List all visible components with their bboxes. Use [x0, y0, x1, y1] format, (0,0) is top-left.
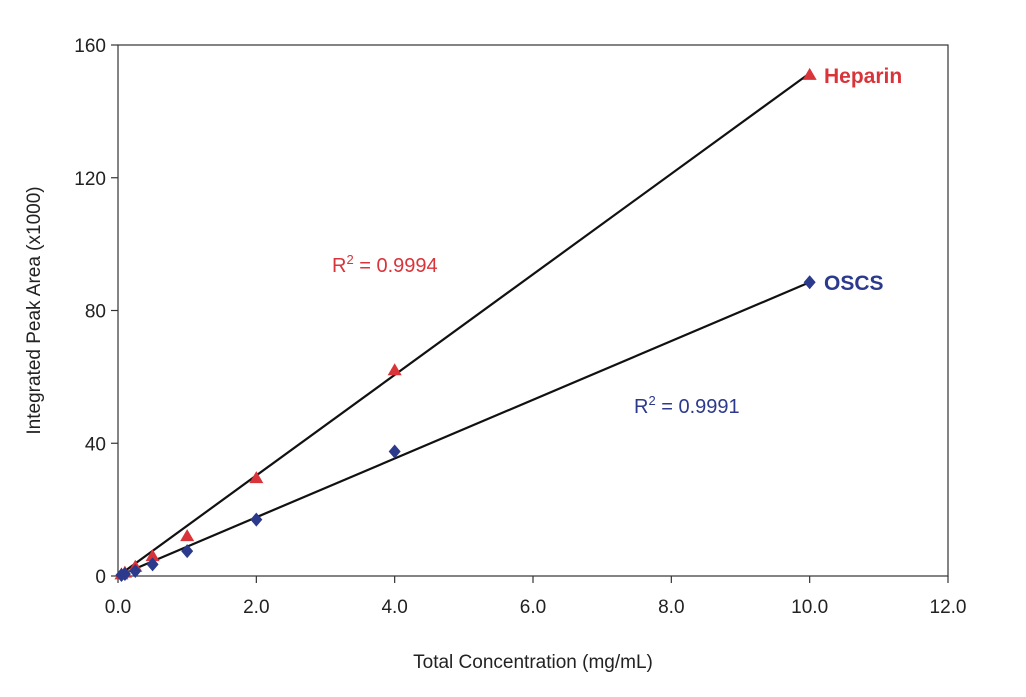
- trendlines: [118, 73, 810, 576]
- x-tick-label: 12.0: [930, 597, 967, 618]
- x-tick-label: 0.0: [105, 597, 131, 618]
- trendline-heparin: [118, 73, 810, 576]
- x-tick-label: 6.0: [520, 597, 546, 618]
- r2-value: = 0.9991: [656, 396, 740, 418]
- axes: [118, 45, 948, 576]
- r2-annotation-oscs: R2 = 0.9991: [634, 393, 740, 418]
- y-tick-label: 120: [74, 169, 106, 190]
- r2-annotation-heparin: R2 = 0.9994: [332, 252, 438, 277]
- r2-value: = 0.9994: [354, 255, 438, 277]
- r2-superscript: 2: [346, 252, 353, 267]
- x-tick-label: 4.0: [381, 597, 407, 618]
- x-tick-label: 10.0: [791, 597, 828, 618]
- r2-symbol: R: [634, 396, 648, 418]
- x-tick-label: 2.0: [243, 597, 269, 618]
- r2-symbol: R: [332, 255, 346, 277]
- data-point-oscs: [181, 544, 193, 558]
- data-point-heparin: [388, 363, 402, 375]
- y-tick-label: 40: [85, 434, 106, 455]
- x-tick-label: 8.0: [658, 597, 684, 618]
- y-axis-title: Integrated Peak Area (x1000): [24, 186, 45, 434]
- plot-area-frame: [118, 45, 948, 576]
- data-point-heparin: [803, 68, 817, 80]
- labels: Total Concentration (mg/mL) Integrated P…: [24, 65, 902, 673]
- series-label-oscs: OSCS: [824, 272, 884, 295]
- series-label-heparin: Heparin: [824, 65, 902, 88]
- data-point-heparin: [180, 529, 194, 541]
- ticks: 0.0 2.0 4.0 6.0 8.0 10.0 12.0 0 40 80 120 160: [74, 36, 966, 618]
- x-axis-title: Total Concentration (mg/mL): [413, 652, 653, 673]
- y-tick-label: 80: [85, 302, 106, 323]
- data-point-oscs: [804, 275, 816, 289]
- y-tick-label: 160: [74, 36, 106, 57]
- y-tick-label: 0: [95, 567, 106, 588]
- r2-superscript: 2: [648, 393, 655, 408]
- trendline-oscs: [118, 282, 810, 576]
